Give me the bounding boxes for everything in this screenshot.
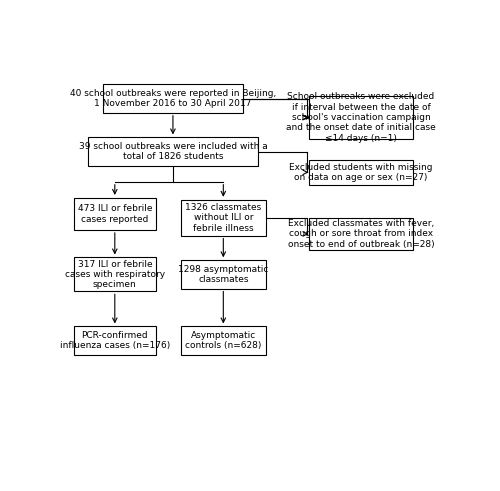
FancyBboxPatch shape [180, 327, 266, 355]
FancyBboxPatch shape [308, 96, 413, 139]
Text: 40 school outbreaks were reported in Beijing,
1 November 2016 to 30 April 2017: 40 school outbreaks were reported in Bei… [70, 89, 276, 109]
FancyBboxPatch shape [88, 137, 258, 166]
FancyBboxPatch shape [308, 160, 413, 185]
FancyBboxPatch shape [308, 218, 413, 250]
Text: 39 school outbreaks were included with a
total of 1826 students: 39 school outbreaks were included with a… [78, 142, 268, 161]
FancyBboxPatch shape [103, 84, 242, 113]
Text: 473 ILI or febrile
cases reported: 473 ILI or febrile cases reported [78, 204, 152, 223]
Text: Excluded classmates with fever,
cough or sore throat from index
onset to end of : Excluded classmates with fever, cough or… [288, 219, 434, 249]
FancyBboxPatch shape [180, 200, 266, 236]
Text: Asymptomatic
controls (n=628): Asymptomatic controls (n=628) [185, 331, 262, 350]
Text: 1298 asymptomatic
classmates: 1298 asymptomatic classmates [178, 265, 268, 284]
Text: Excluded students with missing
on data on age or sex (n=27): Excluded students with missing on data o… [289, 163, 432, 182]
Text: 1326 classmates
without ILI or
febrile illness: 1326 classmates without ILI or febrile i… [185, 203, 262, 233]
Text: PCR-confirmed
influenza cases (n=176): PCR-confirmed influenza cases (n=176) [60, 331, 170, 350]
FancyBboxPatch shape [74, 327, 156, 355]
FancyBboxPatch shape [74, 257, 156, 292]
FancyBboxPatch shape [74, 198, 156, 230]
Text: School outbreaks were excluded
if interval between the date of
school's vaccinat: School outbreaks were excluded if interv… [286, 92, 436, 143]
FancyBboxPatch shape [180, 260, 266, 289]
Text: 317 ILI or febrile
cases with respiratory
specimen: 317 ILI or febrile cases with respirator… [65, 260, 165, 289]
